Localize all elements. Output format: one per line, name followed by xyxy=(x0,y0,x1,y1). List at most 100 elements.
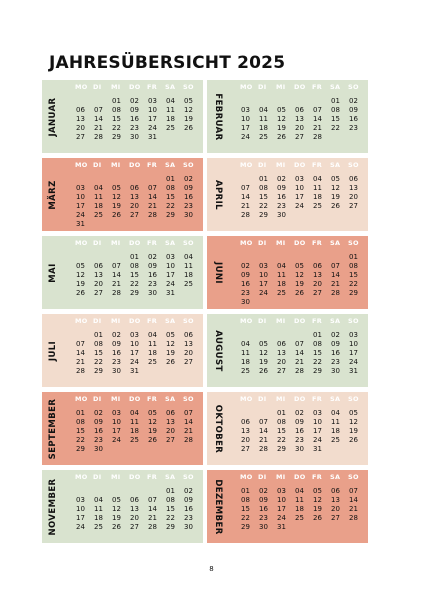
day-cell: 16 xyxy=(349,115,358,123)
day-cell: 30 xyxy=(184,211,193,219)
day-cell: 25 xyxy=(94,523,103,531)
day-cell: 12 xyxy=(148,418,157,426)
day-cell: 29 xyxy=(94,367,103,375)
day-cell: 22 xyxy=(259,202,268,210)
day-cell: 15 xyxy=(94,349,103,357)
day-cell: 02 xyxy=(184,487,193,495)
day-cell: 23 xyxy=(184,202,193,210)
weekday-header: SO xyxy=(348,239,359,247)
weekday-header: FR xyxy=(312,317,323,325)
weekday-header: SO xyxy=(183,395,194,403)
day-cell: 26 xyxy=(349,436,358,444)
day-cell: 28 xyxy=(313,133,322,141)
month-name-label: FEBRUAR xyxy=(213,92,223,141)
day-cell: 11 xyxy=(130,418,139,426)
day-cell: 24 xyxy=(259,289,268,297)
day-cell: 01 xyxy=(331,97,340,105)
weekday-header: SO xyxy=(348,317,359,325)
day-cell: 25 xyxy=(259,133,268,141)
weekday-header: MI xyxy=(111,239,121,247)
day-cell: 09 xyxy=(277,184,286,192)
day-cell: 08 xyxy=(94,340,103,348)
month-august: AUGUST MO DI MI DO FR SA SO 01 02 03 04 05 06 07 08 09 10… xyxy=(207,314,368,387)
month-september: SEPTEMBER MO DI MI DO FR SA SO 01 02 03 04 05 06 07 08 0… xyxy=(42,392,203,465)
day-cell: 16 xyxy=(184,505,193,513)
month-april: APRIL MO DI MI DO FR SA SO 01 02 03 04 05 06 07 08 09 10 1… xyxy=(207,158,368,231)
month-name-label: OKTOBER xyxy=(213,404,223,453)
day-cell: 18 xyxy=(331,427,340,435)
day-cell: 30 xyxy=(94,445,103,453)
weekday-header: FR xyxy=(147,395,158,403)
weekday-header: DI xyxy=(258,239,267,247)
weekday-header: SA xyxy=(165,83,176,91)
day-cell: 28 xyxy=(148,211,157,219)
month-mai: MAI MO DI MI DO FR SA SO 01 02 03 04 05 06 07 08 09 10 11 1… xyxy=(42,236,203,309)
day-cell: 26 xyxy=(112,523,121,531)
day-cell: 31 xyxy=(76,220,85,228)
day-cell: 25 xyxy=(166,124,175,132)
day-cell: 10 xyxy=(76,193,85,201)
day-cell: 12 xyxy=(112,505,121,513)
weekday-header: FR xyxy=(312,239,323,247)
day-cell: 19 xyxy=(148,427,157,435)
day-cell: 07 xyxy=(295,340,304,348)
day-cell: 22 xyxy=(130,280,139,288)
day-cell: 27 xyxy=(184,358,193,366)
day-cell: 26 xyxy=(277,133,286,141)
weekday-header: MO xyxy=(240,395,253,403)
day-cell: 21 xyxy=(259,436,268,444)
day-cell: 05 xyxy=(112,184,121,192)
day-cell: 06 xyxy=(130,184,139,192)
weekday-header: SO xyxy=(183,239,194,247)
day-cell: 05 xyxy=(331,175,340,183)
weekday-header: SA xyxy=(165,473,176,481)
day-cell: 24 xyxy=(295,202,304,210)
day-cell: 06 xyxy=(241,418,250,426)
day-cell: 21 xyxy=(241,202,250,210)
day-cell: 06 xyxy=(76,106,85,114)
day-cell: 11 xyxy=(166,106,175,114)
day-cell: 30 xyxy=(148,289,157,297)
day-cell: 20 xyxy=(166,427,175,435)
day-cell: 17 xyxy=(112,427,121,435)
day-cell: 21 xyxy=(76,358,85,366)
day-cell: 21 xyxy=(94,124,103,132)
month-november: NOVEMBER MO DI MI DO FR SA SO 01 02 03 04 05 06 07 08 09… xyxy=(42,470,203,543)
month-name: MAI xyxy=(42,236,64,309)
day-cell: 23 xyxy=(112,358,121,366)
day-cell: 02 xyxy=(94,409,103,417)
day-cell: 19 xyxy=(112,514,121,522)
weekday-header: SA xyxy=(165,317,176,325)
day-cell: 20 xyxy=(130,202,139,210)
day-cell: 08 xyxy=(331,106,340,114)
day-cell: 24 xyxy=(241,133,250,141)
day-cell: 09 xyxy=(259,496,268,504)
weekday-header: DO xyxy=(129,473,141,481)
day-cell: 30 xyxy=(112,367,121,375)
day-cell: 22 xyxy=(166,202,175,210)
day-cell: 08 xyxy=(241,496,250,504)
day-cell: 14 xyxy=(349,496,358,504)
day-cell: 27 xyxy=(313,289,322,297)
day-cell: 09 xyxy=(331,340,340,348)
day-cell: 17 xyxy=(313,427,322,435)
day-cell: 28 xyxy=(148,523,157,531)
day-cell: 25 xyxy=(295,514,304,522)
day-cell: 03 xyxy=(349,331,358,339)
day-cell: 16 xyxy=(241,280,250,288)
month-februar: FEBRUAR MO DI MI DO FR SA SO 01 02 03 04 05 06 07 08 09 1… xyxy=(207,80,368,153)
weekday-header: MI xyxy=(111,83,121,91)
weekday-header: DO xyxy=(129,317,141,325)
day-cell: 15 xyxy=(349,271,358,279)
day-cell: 02 xyxy=(331,331,340,339)
month-name: JULI xyxy=(42,314,64,387)
day-cell: 15 xyxy=(241,505,250,513)
weekday-header: FR xyxy=(147,239,158,247)
weekday-header: FR xyxy=(312,473,323,481)
day-cell: 23 xyxy=(94,436,103,444)
day-cell: 07 xyxy=(148,184,157,192)
day-cell: 12 xyxy=(313,496,322,504)
weekday-header: DO xyxy=(129,395,141,403)
day-cell: 07 xyxy=(94,106,103,114)
day-cell: 01 xyxy=(76,409,85,417)
